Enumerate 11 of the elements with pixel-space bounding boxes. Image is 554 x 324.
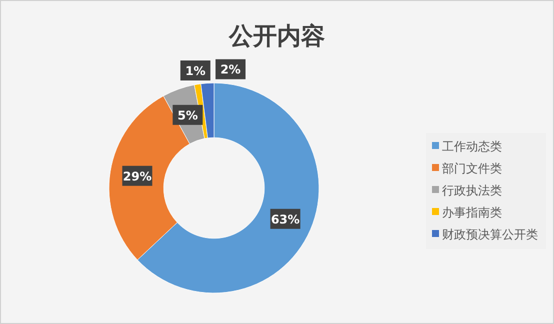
chart-title: 公开内容 [228,22,325,50]
data-label: 63% [270,212,300,226]
data-label: 29% [122,169,152,184]
legend-label: 部门文件类 [442,162,502,176]
data-label: 5% [177,108,198,122]
legend-label: 工作动态类 [442,140,502,154]
data-label: 1% [185,64,206,78]
legend-label: 行政执法类 [442,184,502,198]
data-label: 2% [220,62,241,77]
legend-label: 办事指南类 [442,206,502,220]
legend-label: 财政预决算公开类 [442,228,538,242]
